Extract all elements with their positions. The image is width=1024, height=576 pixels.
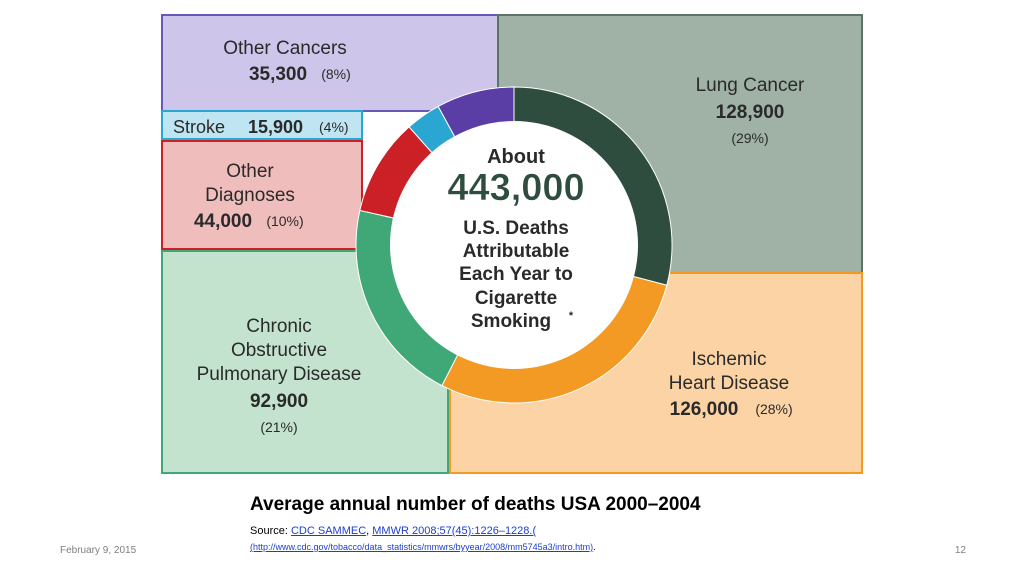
- center-line-5: Smoking: [471, 311, 551, 332]
- value-lung-cancer: 128,900: [716, 102, 785, 123]
- label-copd-2: Obstructive: [231, 340, 327, 361]
- label-stroke: Stroke: [173, 117, 225, 137]
- center-line-3: Each Year to: [459, 264, 573, 285]
- center-line-1: U.S. Deaths: [463, 218, 569, 239]
- center-line-4: Cigarette: [475, 288, 557, 309]
- slide-number: 12: [954, 545, 966, 556]
- source-line: Source: CDC SAMMEC, MMWR 2008;57(45):122…: [250, 525, 536, 537]
- value-other-cancers: 35,300: [249, 64, 307, 85]
- chart-caption: Average annual number of deaths USA 2000…: [250, 494, 701, 515]
- percent-copd: (21%): [260, 419, 297, 435]
- label-copd-3: Pulmonary Disease: [197, 364, 362, 385]
- box-stroke: [161, 110, 363, 140]
- label-ischemic-1: Ischemic: [692, 349, 767, 370]
- center-line-2: Attributable: [463, 241, 570, 262]
- box-other-diagnoses: [161, 140, 363, 250]
- label-lung-cancer: Lung Cancer: [696, 75, 805, 96]
- source-prefix: Source:: [250, 525, 291, 537]
- link-mmwr[interactable]: MMWR 2008;57(45):1226–1228.(: [372, 525, 537, 537]
- center-footnote-mark: *: [569, 310, 574, 322]
- donut-center: [390, 121, 638, 369]
- pie-chart-figure: About 443,000 U.S. Deaths Attributable E…: [161, 14, 863, 474]
- label-other-cancers: Other Cancers: [223, 38, 347, 59]
- box-other-cancers: [161, 14, 499, 112]
- label-ischemic-2: Heart Disease: [669, 373, 789, 394]
- link-source-url[interactable]: (http://www.cdc.gov/tobacco/data_statist…: [250, 542, 594, 552]
- chart-svg: About 443,000 U.S. Deaths Attributable E…: [161, 14, 863, 474]
- value-copd: 92,900: [250, 391, 308, 412]
- link-cdc-sammec[interactable]: CDC SAMMEC: [290, 525, 367, 537]
- percent-ischemic: (28%): [755, 401, 792, 417]
- label-other-diagnoses-2: Diagnoses: [205, 185, 295, 206]
- value-stroke: 15,900: [248, 117, 303, 137]
- center-about: About: [487, 146, 545, 168]
- source-url-line: (http://www.cdc.gov/tobacco/data_statist…: [250, 542, 596, 552]
- footer-date: February 9, 2015: [60, 545, 137, 556]
- source-url-suffix: .: [593, 542, 596, 552]
- percent-lung-cancer: (29%): [731, 130, 768, 146]
- source-separator: ,: [366, 525, 373, 537]
- percent-other-cancers: (8%): [321, 66, 351, 82]
- label-copd-1: Chronic: [246, 316, 311, 337]
- percent-other-diagnoses: (10%): [266, 213, 303, 229]
- label-other-diagnoses-1: Other: [226, 161, 274, 182]
- value-ischemic: 126,000: [670, 399, 739, 420]
- percent-stroke: (4%): [319, 119, 349, 135]
- value-other-diagnoses: 44,000: [194, 211, 252, 232]
- center-total: 443,000: [447, 167, 584, 209]
